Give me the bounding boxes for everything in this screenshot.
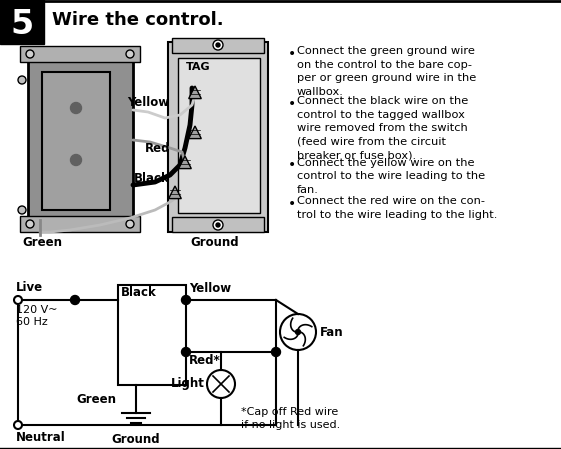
Circle shape (272, 348, 280, 357)
Text: *Cap off Red wire
if no light is used.: *Cap off Red wire if no light is used. (241, 407, 341, 430)
Text: Connect the green ground wire
on the control to the bare cop-
per or green groun: Connect the green ground wire on the con… (297, 46, 476, 97)
Circle shape (18, 206, 26, 214)
Text: Connect the black wire on the
control to the tagged wallbox
wire removed from th: Connect the black wire on the control to… (297, 96, 468, 160)
Text: •: • (288, 158, 296, 172)
Text: •: • (288, 197, 296, 211)
Text: Connect the red wire on the con-
trol to the wire leading to the light.: Connect the red wire on the con- trol to… (297, 196, 498, 220)
Circle shape (26, 220, 34, 228)
Bar (172, 217, 264, 232)
Bar (28, 60, 133, 220)
Text: Neutral: Neutral (16, 431, 66, 444)
Text: Red: Red (145, 141, 171, 154)
Text: Red*: Red* (189, 354, 220, 367)
Polygon shape (169, 186, 181, 198)
Text: Ground: Ground (191, 237, 240, 250)
Text: Black: Black (121, 286, 157, 299)
Circle shape (14, 296, 22, 304)
Text: Green: Green (76, 393, 116, 406)
Circle shape (126, 220, 134, 228)
Circle shape (26, 50, 34, 58)
Bar (168, 42, 268, 232)
Circle shape (71, 154, 81, 166)
Circle shape (18, 76, 26, 84)
Circle shape (71, 102, 81, 114)
Text: •: • (288, 47, 296, 61)
Text: 120 V~
60 Hz: 120 V~ 60 Hz (16, 305, 57, 327)
Text: Connect the yellow wire on the
control to the wire leading to the
fan.: Connect the yellow wire on the control t… (297, 158, 485, 195)
Polygon shape (188, 126, 201, 139)
Text: TAG: TAG (186, 62, 210, 72)
Text: Yellow: Yellow (127, 97, 169, 110)
Circle shape (182, 295, 191, 304)
Text: Ground: Ground (112, 433, 160, 446)
Text: Green: Green (22, 237, 62, 250)
Text: Yellow: Yellow (189, 282, 231, 295)
Circle shape (216, 43, 220, 47)
Bar (42, 72, 110, 210)
Bar (118, 285, 186, 385)
Circle shape (71, 295, 80, 304)
Text: Light: Light (171, 378, 205, 391)
Bar (20, 46, 140, 62)
Text: 5: 5 (10, 9, 34, 41)
Text: Fan: Fan (320, 326, 344, 339)
Bar (178, 58, 260, 213)
Circle shape (216, 223, 220, 227)
Circle shape (126, 50, 134, 58)
Text: •: • (288, 97, 296, 111)
Circle shape (213, 40, 223, 50)
Text: Live: Live (16, 281, 43, 294)
Polygon shape (179, 156, 191, 169)
Circle shape (296, 330, 301, 335)
Bar (172, 38, 264, 53)
Text: Wire the control.: Wire the control. (52, 11, 224, 29)
Circle shape (182, 348, 191, 357)
Text: Black: Black (134, 172, 170, 185)
Bar (0, 0, 44, 44)
Circle shape (213, 220, 223, 230)
Circle shape (207, 370, 235, 398)
Circle shape (280, 314, 316, 350)
Bar (20, 216, 140, 232)
Circle shape (14, 421, 22, 429)
Polygon shape (188, 86, 201, 99)
